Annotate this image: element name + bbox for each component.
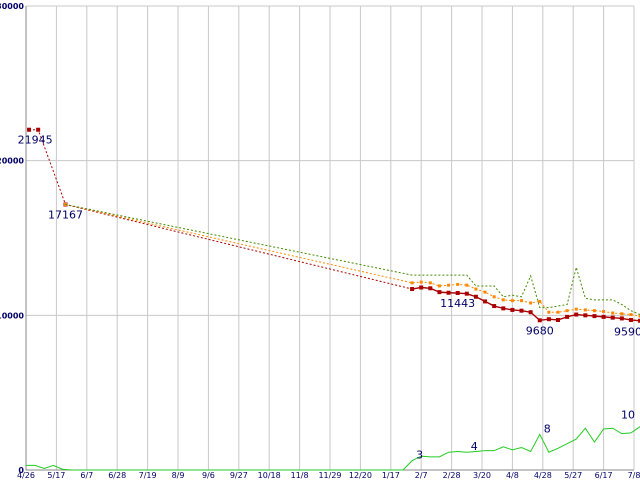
series-marker bbox=[447, 283, 451, 287]
series-marker bbox=[529, 301, 533, 305]
y-tick-label: 10000 bbox=[0, 311, 24, 320]
x-tick-label: 12/20 bbox=[349, 471, 372, 480]
series-marker bbox=[492, 304, 497, 309]
x-tick-label: 6/17 bbox=[595, 471, 613, 480]
series-marker bbox=[465, 283, 469, 287]
series-marker bbox=[546, 317, 551, 322]
x-tick-label: 5/27 bbox=[564, 471, 582, 480]
series-marker bbox=[456, 282, 460, 286]
series-marker bbox=[547, 310, 551, 314]
data-label: 3 bbox=[416, 449, 423, 462]
series-marker bbox=[501, 298, 505, 302]
series-marker bbox=[583, 313, 588, 318]
series-marker bbox=[510, 307, 515, 312]
x-tick-label: 2/28 bbox=[443, 471, 461, 480]
series-marker bbox=[428, 281, 432, 285]
series-marker bbox=[410, 281, 414, 285]
data-label: 11443 bbox=[440, 297, 475, 310]
series-marker bbox=[583, 308, 587, 312]
series-marker bbox=[537, 318, 542, 323]
series-marker bbox=[565, 309, 569, 313]
series-marker bbox=[592, 314, 597, 319]
x-tick-label: 10/18 bbox=[258, 471, 281, 480]
series-marker bbox=[610, 315, 615, 320]
series-marker bbox=[611, 311, 615, 315]
x-tick-label: 1/17 bbox=[382, 471, 400, 480]
y-tick-label: 20000 bbox=[0, 157, 24, 166]
x-tick-label: 11/8 bbox=[291, 471, 309, 480]
series-marker bbox=[455, 291, 460, 296]
series-marker bbox=[520, 299, 524, 303]
series-line bbox=[65, 203, 640, 317]
series-marker bbox=[592, 309, 596, 313]
series-marker bbox=[638, 314, 640, 318]
series-marker bbox=[638, 318, 640, 323]
series-marker bbox=[410, 287, 415, 292]
x-tick-label: 6/7 bbox=[80, 471, 93, 480]
data-label: 17167 bbox=[48, 208, 83, 221]
x-tick-label: 9/6 bbox=[202, 471, 215, 480]
data-labels: 21945 17167 11443 9680 9590 3 4 8 10 bbox=[18, 134, 640, 462]
data-label: 21945 bbox=[18, 134, 53, 147]
series-marker bbox=[446, 290, 451, 295]
series-marker bbox=[619, 316, 624, 321]
x-tick-label: 6/28 bbox=[108, 471, 126, 480]
series-marker bbox=[474, 287, 478, 291]
data-label: 10 bbox=[621, 409, 635, 422]
series-marker bbox=[528, 310, 533, 315]
series-marker bbox=[501, 306, 506, 311]
x-tick-label: 8/9 bbox=[172, 471, 185, 480]
x-tick-label: 7/8 bbox=[628, 471, 640, 480]
data-label: 4 bbox=[471, 440, 478, 453]
series-marker bbox=[464, 291, 469, 296]
series-marker bbox=[538, 299, 542, 303]
x-tick-label: 7/19 bbox=[139, 471, 157, 480]
series-marker bbox=[27, 127, 32, 132]
data-label: 9680 bbox=[526, 324, 554, 337]
x-tick-label: 5/17 bbox=[47, 471, 65, 480]
series-marker bbox=[510, 299, 514, 303]
series-line bbox=[26, 426, 640, 471]
series-line bbox=[65, 203, 640, 316]
series-marker bbox=[628, 317, 633, 322]
series-marker bbox=[437, 284, 441, 288]
grid-lines bbox=[25, 5, 635, 471]
y-tick-label: 30000 bbox=[0, 2, 24, 11]
x-tick-label: 4/28 bbox=[534, 471, 552, 480]
x-tick-label: 11/29 bbox=[318, 471, 341, 480]
series-marker bbox=[574, 307, 578, 311]
series-marker bbox=[565, 314, 570, 319]
series-marker bbox=[483, 299, 488, 304]
series-marker bbox=[419, 285, 424, 290]
data-label: 8 bbox=[544, 422, 551, 435]
series-marker bbox=[574, 312, 579, 317]
series-marker bbox=[556, 317, 560, 322]
x-tick-label: 9/27 bbox=[230, 471, 248, 480]
series-marker bbox=[492, 295, 496, 299]
x-tick-label: 2/7 bbox=[415, 471, 428, 480]
x-tick-label: 4/8 bbox=[506, 471, 519, 480]
series-line-dotted bbox=[29, 129, 413, 290]
series-marker bbox=[36, 127, 41, 132]
series-marker bbox=[556, 310, 560, 314]
y-tick-label: 0 bbox=[18, 466, 24, 475]
series-marker bbox=[602, 309, 606, 313]
series-marker bbox=[483, 290, 487, 294]
series-marker bbox=[620, 312, 624, 316]
series-marker bbox=[629, 313, 633, 317]
series-marker bbox=[419, 280, 423, 284]
x-tick-label: 4/26 bbox=[17, 471, 35, 480]
series-marker bbox=[437, 290, 442, 295]
x-tick-label: 3/20 bbox=[473, 471, 491, 480]
series-group bbox=[26, 127, 640, 471]
series-marker bbox=[473, 294, 478, 299]
series-marker bbox=[601, 314, 606, 319]
data-label: 9590 bbox=[614, 326, 640, 339]
series-marker bbox=[519, 308, 524, 313]
series-marker bbox=[428, 286, 433, 291]
